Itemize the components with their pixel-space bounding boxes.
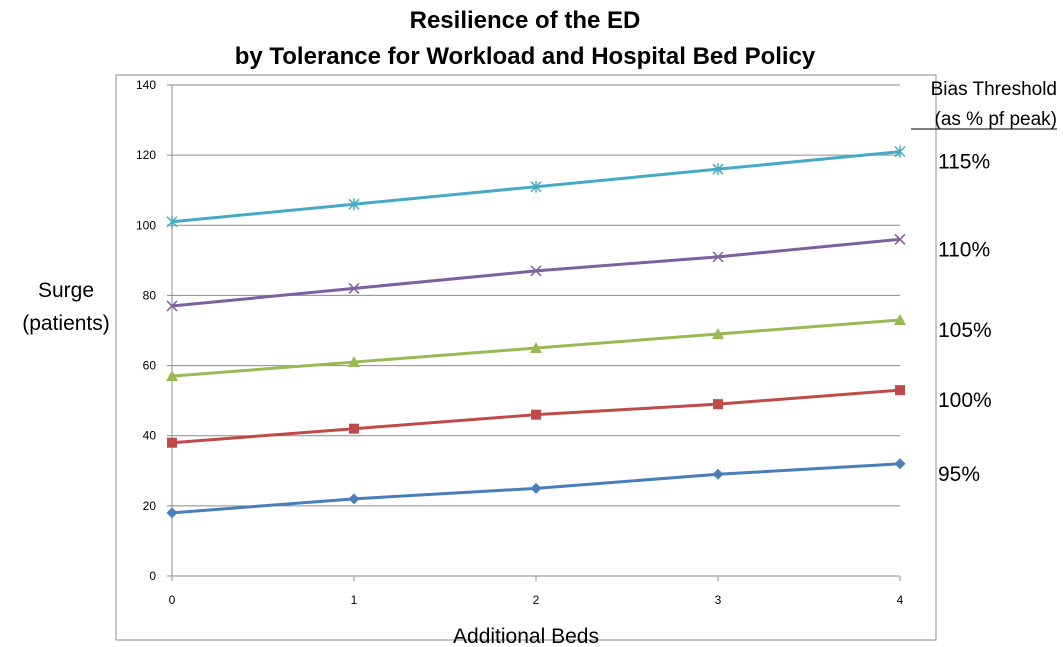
data-point (166, 370, 178, 382)
data-point (349, 423, 359, 434)
series-label-3: 105% (938, 319, 992, 342)
data-point (894, 313, 906, 325)
y-tick-label: 140 (136, 78, 156, 92)
series-label-2: 100% (938, 389, 992, 412)
data-point (530, 342, 542, 354)
legend-title-line-2: (as % pf peak) (935, 109, 1058, 130)
legend-title-line-1: Bias Threshold (931, 79, 1057, 100)
series-1 (166, 458, 906, 519)
data-point (712, 328, 724, 340)
series-5 (166, 145, 906, 228)
data-point (348, 282, 360, 294)
data-point (530, 180, 542, 193)
y-tick-label: 40 (143, 429, 157, 443)
x-tick-label: 0 (169, 593, 176, 607)
y-tick-labels: 0 20 40 60 80 100 120 140 (136, 78, 156, 583)
y-tick-label: 120 (136, 148, 156, 162)
data-point (895, 385, 905, 396)
y-tick-label: 60 (143, 359, 157, 373)
data-point (530, 482, 542, 494)
series-labels: 95% 100% 105% 110% 115% (938, 151, 992, 486)
x-tick-label: 2 (533, 593, 540, 607)
y-tick-label: 0 (149, 569, 156, 583)
x-tick-label: 3 (715, 593, 722, 607)
series-4 (166, 233, 906, 312)
data-point (712, 251, 724, 263)
x-tick-label: 4 (897, 593, 904, 607)
y-tick-label: 100 (136, 218, 156, 232)
series-line (171, 237, 901, 308)
data-point (712, 468, 724, 480)
data-point (348, 493, 360, 505)
series-label-1: 95% (938, 463, 980, 486)
data-point (530, 265, 542, 277)
y-tick-label: 20 (143, 499, 157, 513)
data-point (531, 409, 541, 420)
series-3 (166, 313, 906, 382)
y-axis-label-line-1: Surge (38, 279, 94, 302)
x-tick-labels: 0 1 2 3 4 (169, 593, 904, 607)
data-point (894, 145, 906, 158)
series-group (166, 145, 906, 519)
chart-title-line-1: Resilience of the ED (410, 7, 641, 34)
chart-area-border (115, 74, 937, 641)
series-label-5: 115% (938, 151, 990, 174)
data-point (348, 198, 360, 211)
x-axis-label: Additional Beds (453, 625, 599, 647)
data-point (894, 233, 906, 245)
data-point (166, 300, 178, 312)
gridlines (167, 84, 901, 581)
data-point (166, 507, 178, 519)
data-point (166, 215, 178, 228)
series-2 (167, 385, 905, 448)
chart-title-line-2: by Tolerance for Workload and Hospital B… (235, 43, 816, 70)
x-tick-label: 1 (351, 593, 358, 607)
y-tick-label: 80 (143, 288, 157, 302)
series-label-4: 110% (938, 238, 990, 261)
data-point (712, 163, 724, 176)
y-axis-label-line-2: (patients) (22, 312, 110, 335)
data-point (348, 356, 360, 368)
data-point (894, 458, 906, 470)
data-point (167, 437, 177, 448)
data-point (713, 399, 723, 410)
